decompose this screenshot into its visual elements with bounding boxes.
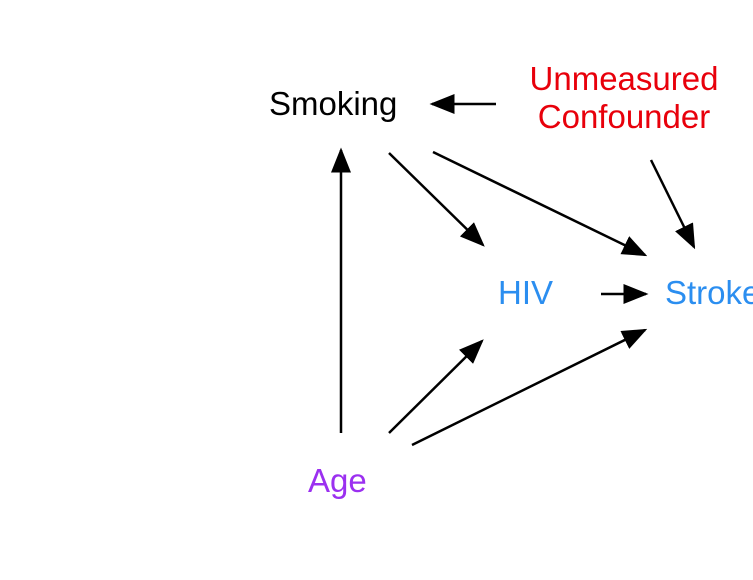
edge-age-to-stroke xyxy=(411,328,648,447)
node-age: Age xyxy=(308,462,367,499)
edge-age-to-hiv xyxy=(388,339,484,434)
node-unmeasured-confounder: Unmeasured Confounder xyxy=(508,60,740,136)
node-hiv: HIV xyxy=(498,274,554,311)
node-stroke: Stroke xyxy=(665,274,753,311)
edge-unmeasured-to-stroke xyxy=(649,159,696,250)
edge-smoking-to-stroke xyxy=(432,150,648,257)
node-unmeasured-line2: Confounder xyxy=(537,98,711,135)
edge-smoking-to-hiv xyxy=(388,152,485,247)
node-unmeasured-line1: Unmeasured xyxy=(529,60,719,97)
node-smoking: Smoking xyxy=(269,85,398,122)
